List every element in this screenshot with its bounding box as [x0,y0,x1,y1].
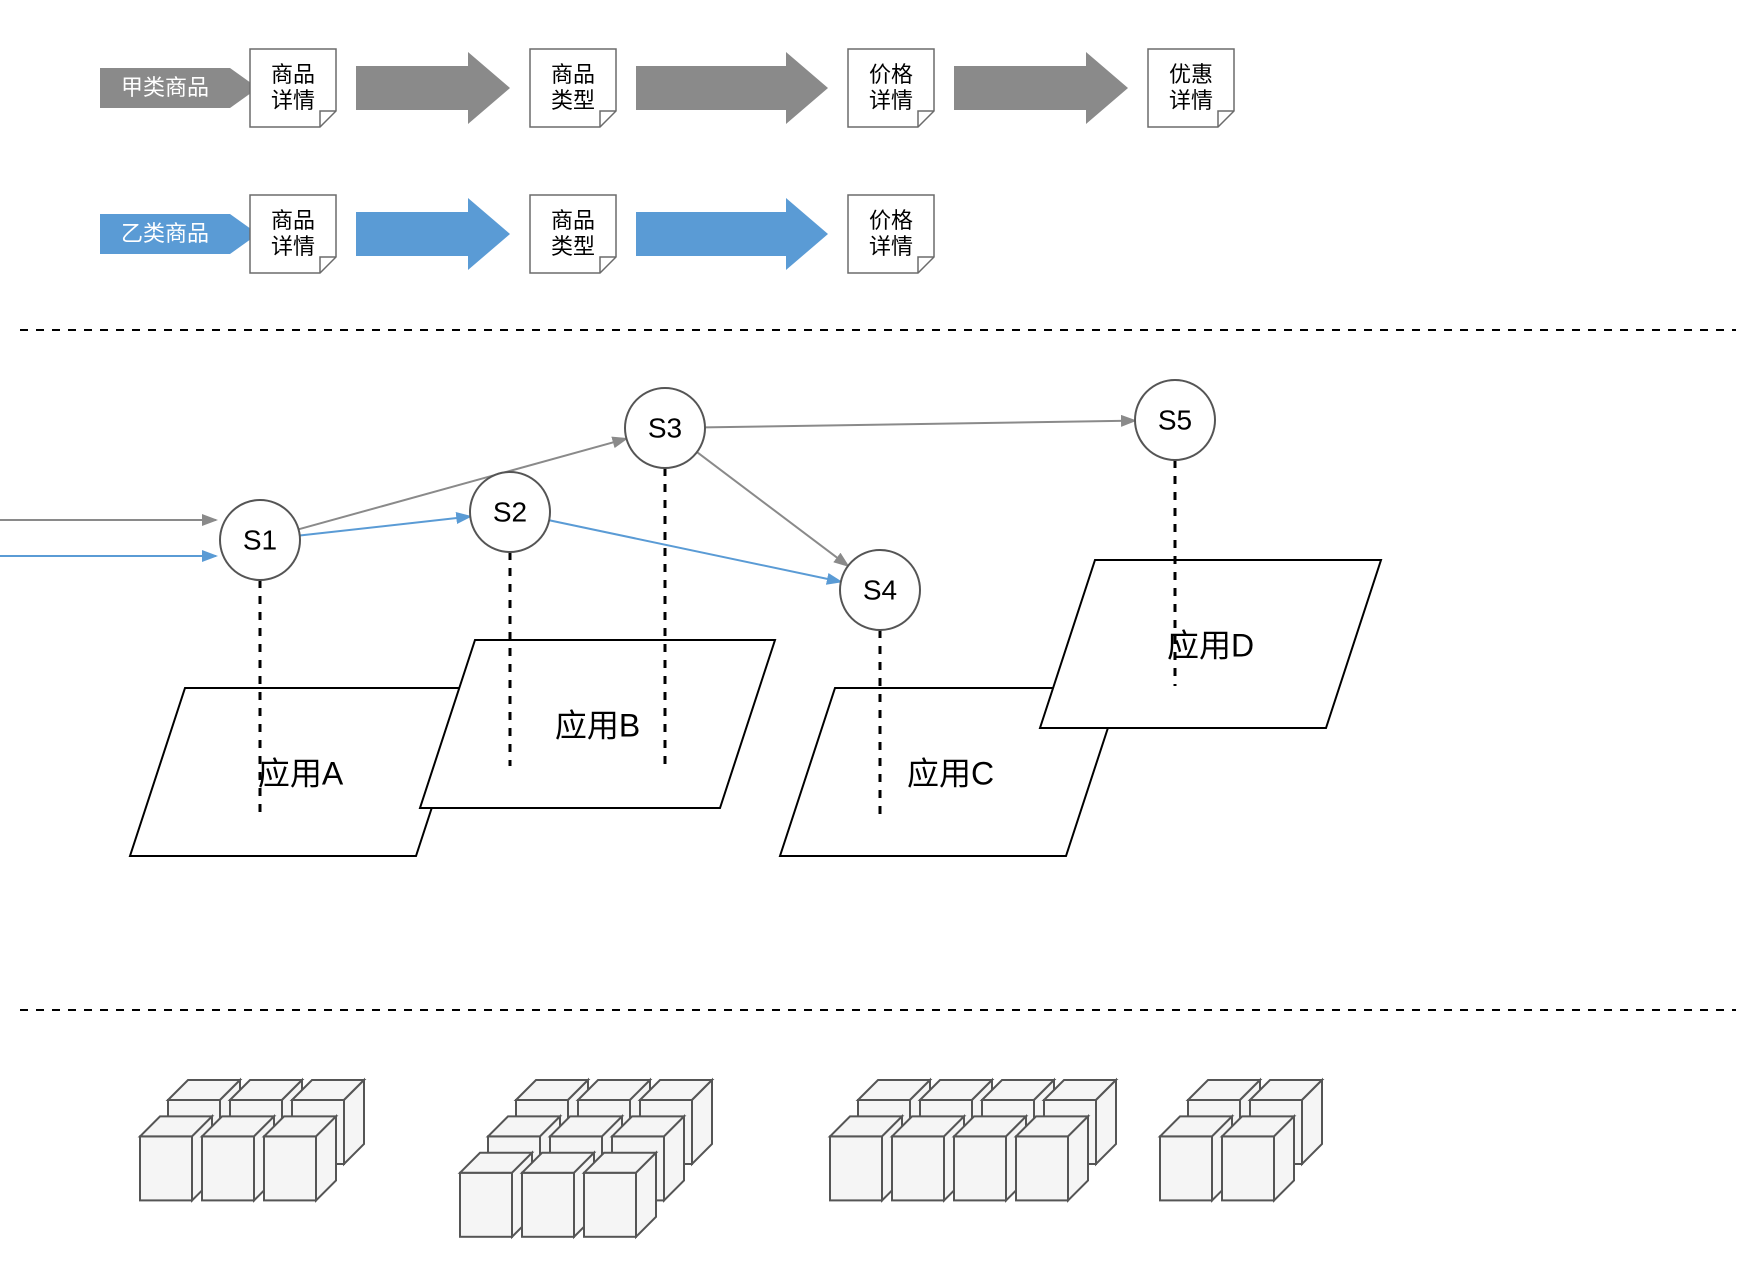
svg-text:详情: 详情 [271,88,315,113]
svg-text:S5: S5 [1158,404,1192,435]
svg-text:详情: 详情 [869,88,913,113]
svg-text:商品: 商品 [551,62,595,87]
edge-S3-S5 [705,421,1135,428]
cluster-1 [460,1080,712,1237]
svg-text:优惠: 优惠 [1169,62,1213,87]
cluster-3 [1160,1080,1322,1200]
flow-arrow [356,198,510,270]
svg-text:价格: 价格 [869,208,913,233]
cluster-2 [830,1080,1116,1200]
flow-arrow [954,52,1128,124]
svg-text:类型: 类型 [551,88,595,113]
flow-row2: 乙类商品商品详情商品类型价格详情 [100,195,934,273]
section-servers [140,1080,1322,1237]
svg-text:S3: S3 [648,412,682,443]
edge-S1-S2 [300,516,470,535]
svg-text:应用D: 应用D [1167,627,1254,663]
section-flows: 甲类商品商品详情商品类型价格详情优惠详情乙类商品商品详情商品类型价格详情 [100,49,1234,273]
svg-text:应用C: 应用C [907,755,994,791]
svg-text:商品: 商品 [271,208,315,233]
edge-S3-S4 [697,452,848,566]
svg-text:详情: 详情 [869,234,913,259]
cluster-0 [140,1080,364,1200]
nodes: S1 S2 S3 S4 S5 [220,380,1215,630]
svg-text:详情: 详情 [271,234,315,259]
flow-arrow [636,198,828,270]
svg-text:类型: 类型 [551,234,595,259]
svg-text:乙类商品: 乙类商品 [121,221,209,246]
svg-text:应用A: 应用A [258,755,344,791]
svg-text:S4: S4 [863,574,897,605]
flow-arrow [636,52,828,124]
svg-text:详情: 详情 [1169,88,1213,113]
svg-text:价格: 价格 [869,62,913,87]
edge-S1-S3 [299,439,627,530]
section-graph: 应用A 应用B 应用C 应用D S1 S2 S3 S4 S5 [0,380,1381,856]
diagram-canvas: 甲类商品商品详情商品类型价格详情优惠详情乙类商品商品详情商品类型价格详情应用A应… [0,0,1756,1282]
svg-text:S1: S1 [243,524,277,555]
svg-text:S2: S2 [493,496,527,527]
flow-arrow [356,52,510,124]
apps: 应用A 应用B 应用C 应用D [130,560,1381,856]
edge-S2-S4 [549,520,841,581]
svg-text:应用B: 应用B [555,707,640,743]
svg-text:甲类商品: 甲类商品 [121,75,209,100]
edges [0,421,1135,582]
flow-row1: 甲类商品商品详情商品类型价格详情优惠详情 [100,49,1234,127]
svg-text:商品: 商品 [551,208,595,233]
svg-text:商品: 商品 [271,62,315,87]
